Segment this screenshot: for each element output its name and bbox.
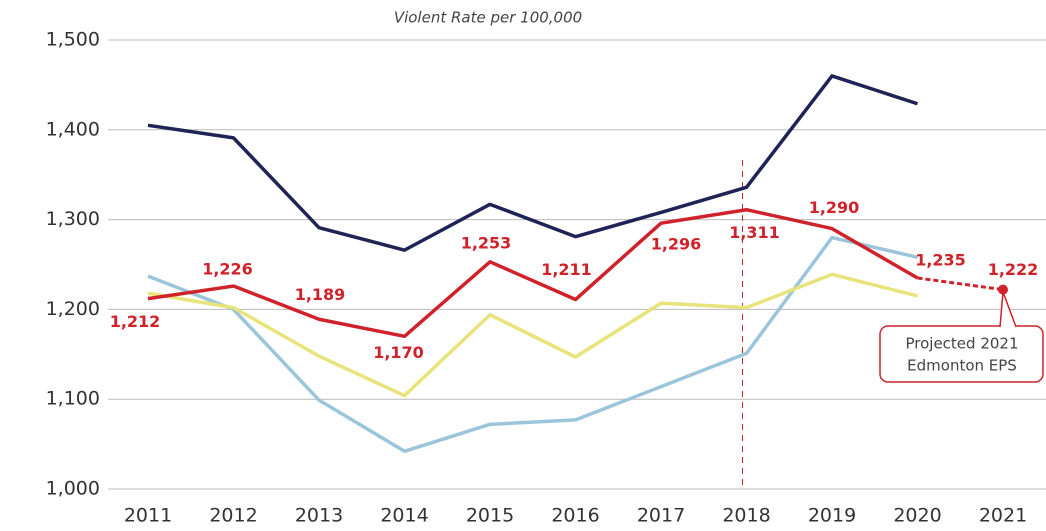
- projected-line: [917, 276, 1004, 292]
- data-label: 1,212: [110, 312, 161, 331]
- x-tick-label: 2016: [551, 505, 599, 527]
- series-line: [147, 272, 918, 398]
- x-tick-label: 2018: [722, 505, 770, 527]
- x-tick-label: 2021: [979, 505, 1027, 527]
- data-label: 1,311: [729, 223, 780, 242]
- annotation-frame: [879, 325, 1044, 383]
- data-label: 1,226: [202, 260, 253, 279]
- data-label: 1,253: [461, 233, 512, 252]
- series-line: [147, 74, 919, 252]
- data-label: 1,170: [373, 343, 424, 362]
- y-tick-label: 1,500: [46, 29, 100, 51]
- series-line: [147, 235, 918, 454]
- x-tick-label: 2015: [466, 505, 514, 527]
- x-tick-label: 2014: [380, 505, 428, 527]
- x-tick-label: 2017: [637, 505, 685, 527]
- y-tick-label: 1,400: [46, 118, 100, 140]
- data-label: 1,222: [988, 260, 1039, 279]
- x-tick-label: 2020: [893, 505, 941, 527]
- y-tick-label: 1,300: [46, 208, 100, 230]
- annotation-line: Edmonton EPS: [907, 357, 1017, 375]
- chart-title: Violent Rate per 100,000: [394, 9, 582, 27]
- annotation-line: Projected 2021: [905, 335, 1018, 353]
- data-label: 1,290: [809, 198, 860, 217]
- projected-point: [998, 284, 1008, 295]
- data-label: 1,235: [915, 250, 966, 269]
- series-line: [147, 207, 919, 339]
- x-tick-label: 2012: [209, 505, 257, 527]
- x-tick-label: 2019: [808, 505, 856, 527]
- data-label: 1,189: [295, 285, 346, 304]
- annotation-box: Projected 2021 Edmonton EPS: [879, 291, 1044, 383]
- y-tick-label: 1,000: [46, 478, 100, 500]
- y-tick-label: 1,100: [46, 388, 100, 410]
- y-tick-label: 1,200: [46, 298, 100, 320]
- data-label: 1,296: [651, 235, 702, 254]
- x-tick-label: 2013: [295, 505, 343, 527]
- data-label: 1,211: [541, 260, 592, 279]
- x-tick-label: 2011: [124, 505, 172, 527]
